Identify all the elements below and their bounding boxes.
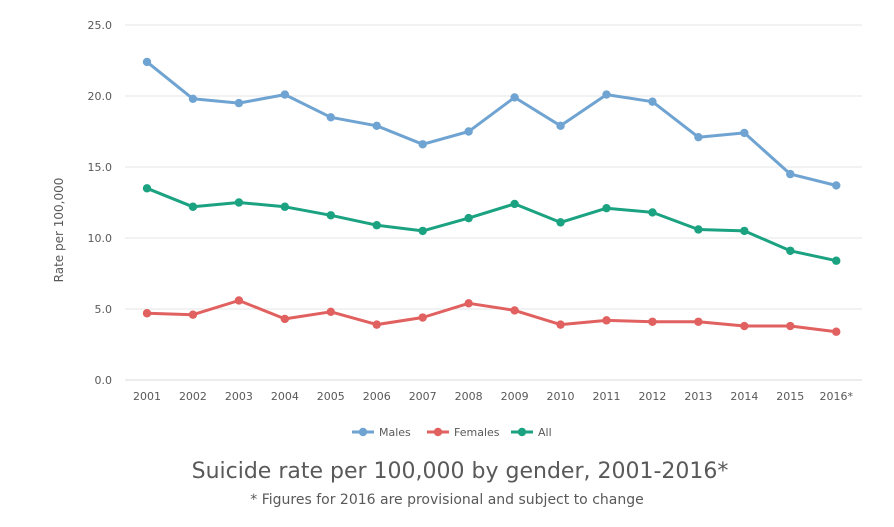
data-point-males — [510, 93, 519, 102]
data-point-females — [740, 321, 749, 331]
y-tick-label: 0.0 — [95, 374, 113, 387]
data-point-males — [648, 97, 657, 106]
data-point-females — [832, 327, 841, 336]
x-tick-label: 2005 — [317, 390, 345, 403]
data-point-all — [556, 218, 565, 227]
x-tick-label: 2012 — [638, 390, 666, 403]
legend: Males Females All — [352, 426, 552, 439]
x-tick-label: 2015 — [776, 390, 804, 403]
data-point-males — [326, 113, 335, 122]
data-point-all — [372, 221, 381, 230]
x-tick-label: 2007 — [409, 390, 437, 403]
legend-item-females: Females — [427, 426, 500, 439]
x-tick-label: 2009 — [501, 390, 529, 403]
data-point-females — [280, 314, 290, 324]
data-point-all — [740, 226, 749, 236]
x-tick-label: 2013 — [684, 390, 712, 403]
data-point-males — [602, 90, 611, 99]
data-point-all — [602, 203, 611, 213]
x-tick-label: 2010 — [547, 390, 575, 403]
data-point-all — [786, 246, 795, 255]
data-point-males — [464, 127, 473, 136]
x-tick-label: 2008 — [455, 390, 483, 403]
legend-swatch-marker — [517, 427, 527, 437]
data-point-females — [464, 299, 473, 308]
data-point-females — [786, 321, 795, 331]
data-point-females — [142, 309, 152, 318]
series-lines — [145, 60, 838, 334]
series-line-all — [145, 186, 838, 263]
chart-subtitle: * Figures for 2016 are provisional and s… — [250, 492, 643, 508]
data-point-females — [326, 307, 335, 317]
data-point-males — [832, 181, 841, 190]
x-tick-label: 2016* — [820, 390, 854, 403]
gridlines — [125, 24, 862, 381]
data-point-females — [694, 317, 703, 326]
legend-label: Males — [379, 426, 411, 439]
series-line-males — [145, 60, 838, 187]
y-tick-label: 5.0 — [95, 303, 113, 316]
y-tick-label: 10.0 — [88, 232, 113, 245]
data-point-all — [832, 256, 841, 265]
data-point-all — [188, 202, 198, 211]
data-point-males — [740, 128, 749, 138]
x-axis-ticks: 2001 2002 2003 2004 2005 2006 2007 2008 2009 2010… — [133, 390, 853, 403]
y-tick-label: 20.0 — [88, 90, 113, 103]
data-point-females — [234, 296, 244, 305]
legend-label: All — [538, 426, 552, 439]
x-tick-label: 2006 — [363, 390, 391, 403]
data-point-males — [142, 57, 152, 67]
series-points — [142, 57, 841, 336]
x-tick-label: 2002 — [179, 390, 207, 403]
data-point-females — [372, 320, 381, 329]
data-point-all — [280, 202, 290, 211]
data-point-males — [556, 121, 565, 131]
legend-swatch-marker — [433, 427, 443, 437]
data-point-males — [372, 121, 381, 131]
data-point-females — [418, 313, 427, 322]
data-point-females — [188, 310, 198, 319]
legend-item-males: Males — [352, 426, 411, 439]
data-point-females — [602, 316, 611, 325]
x-tick-label: 2001 — [133, 390, 161, 403]
x-tick-label: 2004 — [271, 390, 299, 403]
data-point-males — [188, 94, 198, 104]
x-tick-label: 2011 — [593, 390, 621, 403]
data-point-females — [556, 320, 565, 329]
data-point-all — [234, 198, 244, 207]
chart-title: Suicide rate per 100,000 by gender, 2001… — [192, 459, 729, 484]
data-point-all — [418, 226, 427, 236]
data-point-all — [464, 213, 473, 223]
x-tick-label: 2014 — [730, 390, 758, 403]
y-axis-title: Rate per 100,000 — [52, 178, 66, 283]
legend-swatch-marker — [358, 427, 368, 437]
data-point-males — [694, 132, 703, 142]
data-point-all — [648, 208, 657, 217]
legend-item-all: All — [511, 426, 552, 439]
series-line-females — [145, 299, 838, 334]
y-tick-label: 25.0 — [88, 19, 113, 32]
legend-label: Females — [454, 426, 500, 439]
data-point-males — [786, 169, 795, 179]
y-axis-ticks: 0.0 5.0 10.0 15.0 20.0 25.0 — [88, 19, 113, 387]
data-point-all — [142, 184, 152, 193]
data-point-males — [418, 140, 427, 149]
y-tick-label: 15.0 — [88, 161, 113, 174]
data-point-all — [326, 211, 335, 220]
data-point-females — [510, 306, 519, 315]
x-tick-label: 2003 — [225, 390, 253, 403]
data-point-males — [234, 98, 244, 108]
data-point-males — [280, 90, 290, 99]
data-point-females — [648, 317, 657, 326]
data-point-all — [694, 225, 703, 234]
data-point-all — [510, 199, 519, 209]
